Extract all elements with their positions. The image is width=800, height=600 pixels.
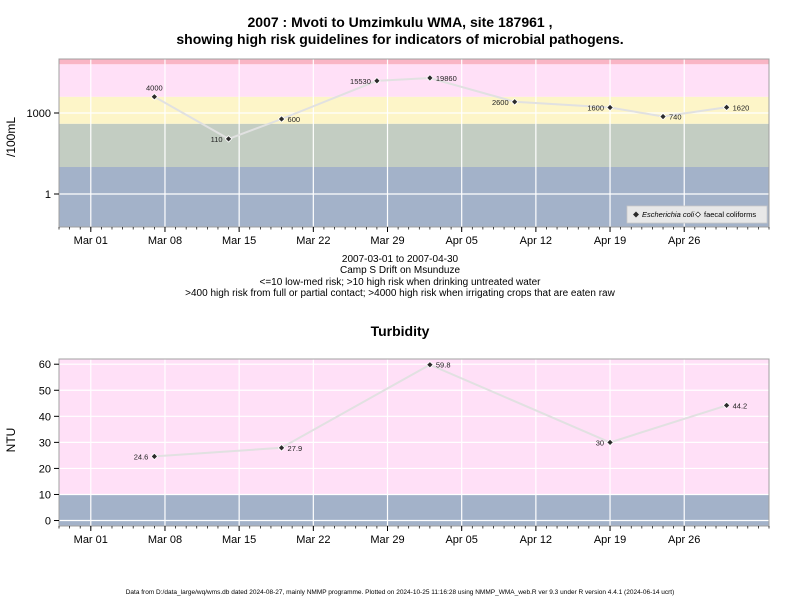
chart2-data-point (606, 438, 614, 447)
chart2-data-label: 44.2 (733, 401, 748, 410)
date-range-label: 2007-03-01 to 2007-04-30 (341, 254, 459, 265)
chart2-data-label: 59.8 (436, 361, 451, 370)
chart2-data-label: 27.9 (288, 444, 303, 453)
chart2-x-tick-label: Mar 01 (74, 534, 108, 546)
chart1-x-tick-label: Mar 08 (148, 235, 182, 247)
chart2-y-tick-label: 50 (39, 385, 51, 397)
chart2-y-tick-label: 60 (39, 359, 51, 371)
chart1-data-label: 110 (211, 135, 223, 144)
chart1-y-tick-label: 1000 (27, 108, 51, 120)
chart1-data-label: 2600 (492, 98, 509, 107)
chart1-data-point (224, 135, 233, 143)
chart2-y-tick-label: 40 (39, 411, 51, 423)
chart2-x-tick-label: Mar 15 (222, 534, 256, 546)
chart2-y-tick-label: 0 (45, 516, 51, 528)
chart1-data-point (722, 103, 731, 112)
chart1-data-label: 1620 (733, 103, 750, 112)
chart2-x-tick-label: Mar 29 (370, 534, 404, 546)
chart2-data-point (426, 360, 434, 369)
chart2-data-label: 24.6 (134, 452, 149, 461)
chart1-data-point (277, 115, 286, 123)
chart1-legend-label: faecal coliforms (704, 210, 756, 219)
chart2-data-label: 30 (596, 438, 604, 447)
chart1-data-label: 15530 (350, 77, 371, 86)
chart2-x-tick-label: Apr 26 (668, 534, 700, 546)
chart1-x-tick-label: Mar 29 (370, 235, 404, 247)
chart1-risk-band-1 (59, 123, 769, 168)
chart1-x-tick-label: Apr 26 (668, 235, 700, 247)
chart1-x-tick-label: Apr 12 (520, 235, 552, 247)
chart2-x-tick-label: Apr 19 (594, 534, 626, 546)
chart2-data-point (150, 452, 159, 461)
guideline-note-2: >400 high risk from full or partial cont… (185, 288, 615, 299)
chart1-data-label: 600 (288, 115, 301, 124)
chart1-subtitle: showing high risk guidelines for indicat… (176, 31, 624, 47)
chart1-frame (58, 58, 770, 228)
chart1-data-point (426, 74, 434, 82)
footer-note: Data from D:/data_large/wq/wms.db dated … (125, 589, 675, 596)
chart2-x-tick-label: Apr 12 (520, 534, 552, 546)
site-name-label: Camp S Drift on Msunduze (339, 265, 461, 276)
chart1-title: 2007 : Mvoti to Umzimkulu WMA, site 1879… (247, 14, 553, 30)
chart1-legend-marker (633, 211, 639, 218)
chart2-x-tick-label: Mar 08 (148, 534, 182, 546)
chart1-y-tick-label: 1 (45, 189, 51, 201)
chart1-data-point (510, 98, 519, 106)
chart1-x-tick-label: Mar 22 (296, 235, 330, 247)
chart2-risk-band-1 (59, 359, 769, 495)
chart1-data-label: 4000 (146, 84, 163, 93)
chart1-data-point (606, 103, 614, 112)
chart1-data-label: 1600 (587, 103, 604, 112)
chart1-x-tick-label: Mar 01 (74, 235, 108, 247)
chart1-legend-label: Escherichia coli (642, 210, 694, 219)
chart2-title: Turbidity (370, 323, 430, 339)
chart1-data-label: 19860 (436, 74, 457, 83)
chart2-data-point (277, 444, 286, 452)
chart1-data-point (150, 92, 159, 101)
chart1-risk-band-3 (59, 64, 769, 97)
guideline-note-1: <=10 low-med risk; >10 high risk when dr… (259, 277, 541, 288)
chart2-y-tick-label: 20 (39, 463, 51, 475)
chart1-x-tick-label: Mar 15 (222, 235, 256, 247)
chart1-risk-band-4 (59, 59, 769, 65)
chart2-plot: Mar 01 Mar 08 Mar 15 Mar 22 Mar 29 Apr 05 Apr … (39, 358, 770, 546)
chart1-data-point (373, 77, 381, 85)
chart2-data-point (722, 401, 731, 410)
chart1-plot: Mar 01 Mar 08 Mar 15 Mar 22 Mar 29 Apr 05 Apr … (27, 58, 770, 247)
chart2-x-tick-label: Mar 22 (296, 534, 330, 546)
chart2-x-tick-label: Apr 05 (445, 534, 477, 546)
chart1-data-point (659, 112, 667, 121)
chart1-x-tick-label: Apr 19 (594, 235, 626, 247)
chart1-legend-marker (695, 211, 701, 218)
chart2-y-tick-label: 10 (39, 489, 51, 501)
chart1-x-tick-label: Apr 05 (445, 235, 477, 247)
chart1-data-label: 740 (669, 113, 682, 122)
chart2-y-tick-label: 30 (39, 437, 51, 449)
